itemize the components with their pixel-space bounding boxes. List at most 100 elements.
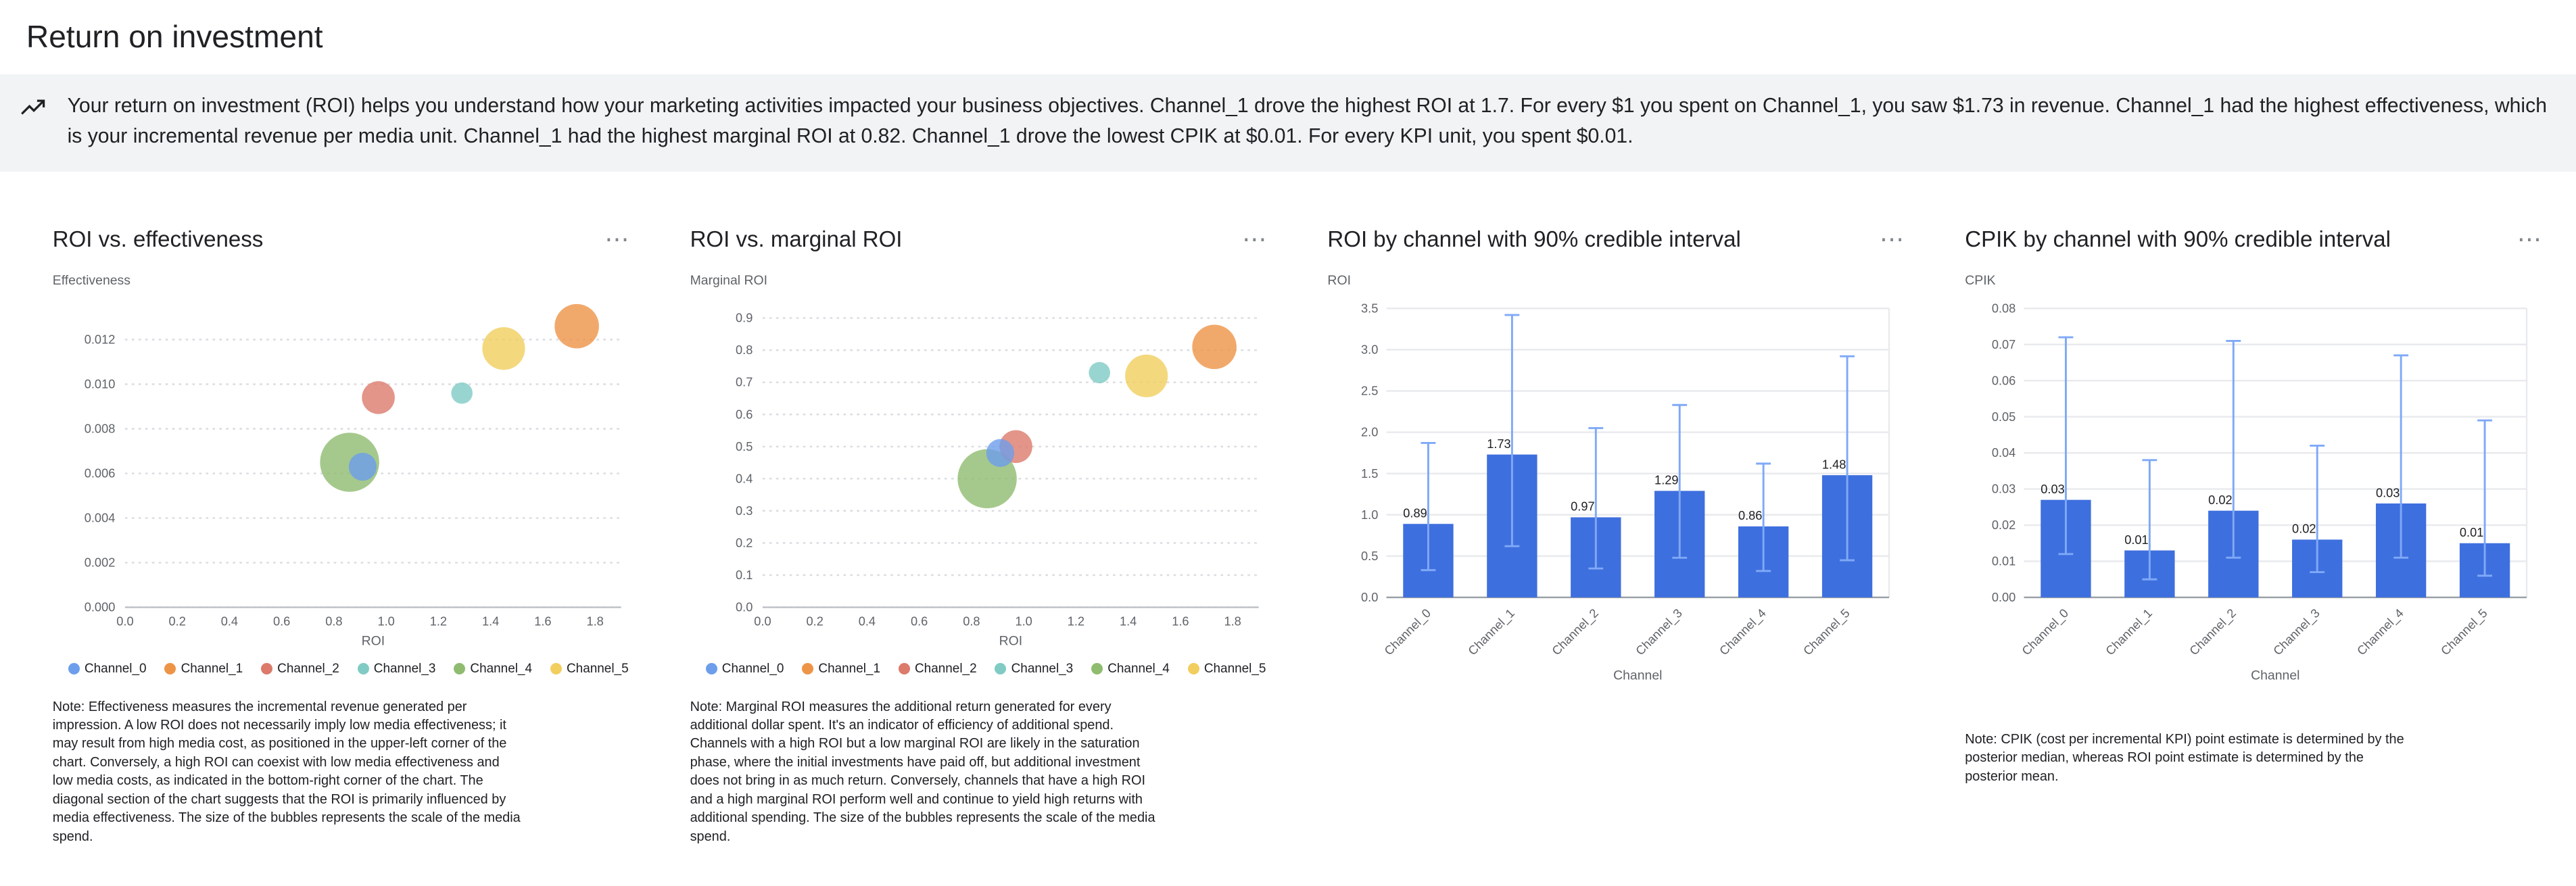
- chart-legend: Channel_0 Channel_1 Channel_2 Channel_3 Chan…: [53, 662, 644, 676]
- chart-text: 0.002: [85, 556, 116, 570]
- page-title: Return on investment: [26, 18, 323, 54]
- chart-text: 1.2: [1067, 614, 1084, 628]
- legend-item: Channel_1: [802, 662, 880, 676]
- y-axis-title: Marginal ROI: [690, 273, 768, 289]
- legend-dot-icon: [705, 663, 717, 675]
- chart-text: 0.4: [221, 614, 238, 628]
- legend-item: Channel_2: [260, 661, 339, 676]
- chart-text: 0.004: [85, 512, 116, 525]
- chart-text: 0.05: [1992, 410, 2016, 424]
- legend-item: Channel_4: [1091, 662, 1170, 676]
- chart-text: Channel_3: [2271, 606, 2323, 658]
- chart-circle: [986, 439, 1014, 468]
- chart-text: 2.5: [1361, 385, 1378, 398]
- chart-text: 0.6: [911, 614, 928, 628]
- chart-title: ROI vs. effectiveness: [52, 227, 264, 253]
- chart-text: 1.5: [1361, 467, 1378, 481]
- chart-text: 0.02: [2292, 522, 2316, 536]
- chart-text: 0.03: [2041, 483, 2065, 496]
- chart-card-roi-effectiveness: ROI vs. effectiveness ⋯ Effectiveness 0.…: [26, 224, 644, 846]
- legend-item: Channel_3: [995, 662, 1073, 676]
- chart-text: 1.4: [1120, 614, 1137, 628]
- chart-text: 0.02: [2208, 493, 2232, 507]
- legend-label: Channel_4: [1107, 661, 1170, 676]
- charts-row: ROI vs. effectiveness ⋯ Effectiveness 0.…: [0, 172, 2576, 886]
- legend-item: Channel_5: [1187, 662, 1266, 676]
- chart-note: Note: CPIK (cost per incremental KPI) po…: [1965, 731, 2404, 784]
- chart-text: 1.2: [429, 614, 446, 628]
- chart-text: 0.03: [2376, 486, 2400, 499]
- insight-text: Your return on investment (ROI) helps yo…: [67, 95, 2547, 148]
- chart-text: 0.0: [1361, 591, 1378, 604]
- chart-note: Note: Marginal ROI measures the addition…: [690, 699, 1155, 844]
- legend-item: Channel_5: [550, 662, 629, 676]
- chart-card-roi-by-channel: ROI by channel with 90% credible interva…: [1302, 224, 1919, 702]
- chart-text: 0.0: [754, 614, 771, 628]
- more-options-button[interactable]: ⋯: [1239, 224, 1281, 255]
- chart-text: 0.5: [1361, 549, 1378, 563]
- chart-text: ROI: [361, 634, 385, 649]
- chart-text: 0.4: [858, 614, 875, 628]
- chart-text: Channel_3: [1633, 606, 1686, 658]
- legend-dot-icon: [68, 663, 80, 675]
- legend-item: Channel_1: [164, 662, 243, 676]
- chart-circle: [1191, 324, 1237, 370]
- chart-text: Channel_1: [1466, 606, 1518, 658]
- more-options-button[interactable]: ⋯: [2514, 224, 2556, 255]
- roi-by-channel-chart: 0.0 0.5 1.0 1.5 2.0 2.5 3.0 3.5 0.89 1.73 0.97 1.29…: [1361, 302, 1890, 683]
- legend-dot-icon: [995, 663, 1007, 675]
- chart-text: Channel_0: [1382, 606, 1434, 658]
- more-options-button[interactable]: ⋯: [1876, 224, 1919, 255]
- chart-text: 1.48: [1822, 458, 1846, 472]
- chart-text: 3.0: [1361, 343, 1378, 357]
- chart-note: Note: Effectiveness measures the increme…: [52, 699, 521, 844]
- chart-text: 1.4: [482, 614, 499, 628]
- chart-text: 0.7: [736, 376, 753, 389]
- chart-circle: [482, 327, 525, 370]
- chart-text: 0.0: [116, 614, 133, 628]
- roi-marginal-roi-chart: 0.0 0.1 0.2 0.3 0.4 0.5 0.6 0.7 0.8 0.9 0.0 0.2 0.4 0…: [736, 312, 1259, 649]
- chart-text: 0.00: [1992, 591, 2016, 604]
- chart-text: 1.73: [1487, 437, 1511, 451]
- chart-text: Channel_2: [2187, 606, 2239, 658]
- chart-text: 1.6: [534, 614, 551, 628]
- legend-label: Channel_2: [277, 661, 339, 676]
- chart-text: 0.08: [1992, 302, 2016, 316]
- legend-dot-icon: [1091, 663, 1103, 675]
- chart-text: Channel_4: [1717, 606, 1769, 658]
- chart-text: 0.000: [85, 601, 116, 614]
- chart-title: CPIK by channel with 90% credible interv…: [1965, 227, 2391, 253]
- chart-text: 0.6: [273, 614, 290, 628]
- chart-circle: [1088, 362, 1110, 384]
- legend-item: Channel_4: [454, 662, 532, 676]
- roi-effectiveness-chart: 0.000 0.002 0.004 0.006 0.008 0.010 0.012 0.0 0.…: [85, 304, 621, 649]
- chart-text: 0.012: [85, 333, 116, 347]
- y-axis-title: Effectiveness: [52, 273, 130, 289]
- chart-text: Channel_4: [2355, 606, 2407, 658]
- legend-dot-icon: [898, 663, 910, 675]
- chart-text: 0.89: [1404, 507, 1427, 520]
- legend-dot-icon: [260, 663, 272, 675]
- more-options-button[interactable]: ⋯: [601, 224, 644, 255]
- legend-label: Channel_4: [470, 661, 532, 676]
- chart-card-roi-marginal-roi: ROI vs. marginal ROI ⋯ Marginal ROI 0.0 0…: [664, 224, 1282, 846]
- chart-text: 0.4: [736, 472, 753, 486]
- chart-text: 0.86: [1738, 509, 1762, 522]
- chart-text: 0.006: [85, 467, 116, 481]
- chart-text: 0.07: [1992, 338, 2016, 351]
- chart-text: 0.1: [736, 568, 753, 582]
- chart-text: 3.5: [1361, 302, 1378, 316]
- chart-title: ROI by channel with 90% credible interva…: [1327, 227, 1741, 253]
- legend-item: Channel_3: [357, 661, 436, 676]
- chart-text: Channel_5: [1801, 606, 1853, 658]
- chart-text: 0.010: [85, 378, 116, 391]
- chart-text: 0.06: [1992, 374, 2016, 387]
- legend-label: Channel_5: [567, 661, 629, 676]
- legend-label: Channel_3: [373, 661, 436, 676]
- legend-item: Channel_2: [898, 662, 977, 676]
- y-axis-title: ROI: [1327, 273, 1351, 289]
- legend-label: Channel_1: [181, 661, 243, 676]
- legend-label: Channel_0: [721, 661, 784, 676]
- chart-circle: [554, 304, 599, 349]
- chart-circle: [451, 383, 473, 404]
